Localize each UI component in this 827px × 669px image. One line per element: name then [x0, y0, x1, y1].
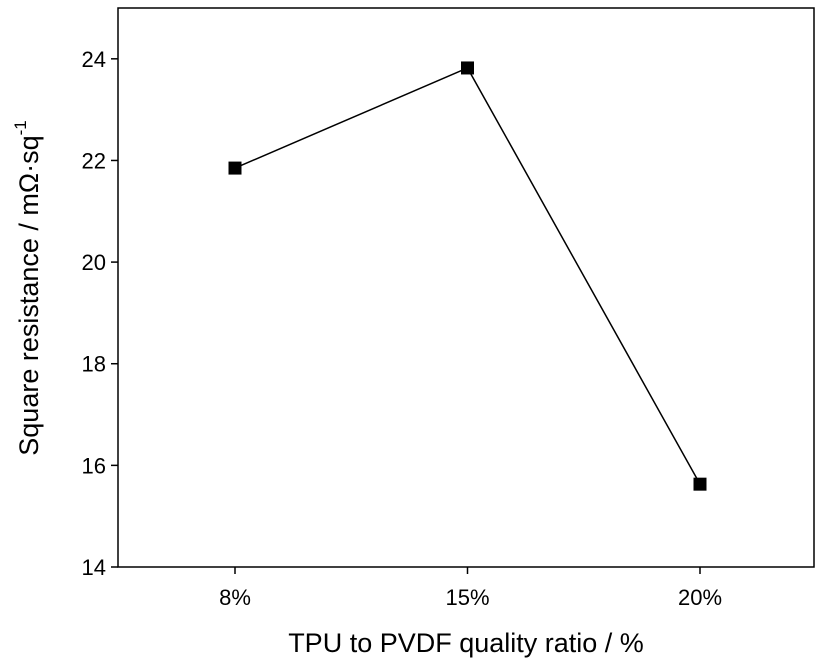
x-axis-title: TPU to PVDF quality ratio / %	[288, 628, 644, 658]
y-tick-label: 14	[82, 555, 106, 580]
data-point	[228, 161, 242, 175]
data-markers	[228, 61, 707, 491]
data-point	[693, 477, 707, 491]
series-line	[234, 67, 701, 485]
x-tick-label: 8%	[219, 585, 251, 610]
y-axis-title: Square resistance / mΩ·sq-1	[11, 120, 44, 455]
y-tick-label: 22	[82, 148, 106, 173]
y-axis-title-superscript: -1	[11, 120, 30, 135]
x-tick-label: 15%	[445, 585, 489, 610]
x-axis: 8% 15% 20%	[219, 567, 722, 610]
y-axis: 14 16 18 20 22 24	[82, 47, 118, 580]
y-axis-title-main: Square resistance / mΩ·sq	[14, 135, 44, 455]
x-tick-label: 20%	[678, 585, 722, 610]
y-tick-label: 24	[82, 47, 106, 72]
plot-frame	[117, 7, 815, 568]
y-tick-label: 16	[82, 453, 106, 478]
y-tick-label: 20	[82, 250, 106, 275]
y-tick-label: 18	[82, 352, 106, 377]
data-point	[461, 61, 474, 75]
